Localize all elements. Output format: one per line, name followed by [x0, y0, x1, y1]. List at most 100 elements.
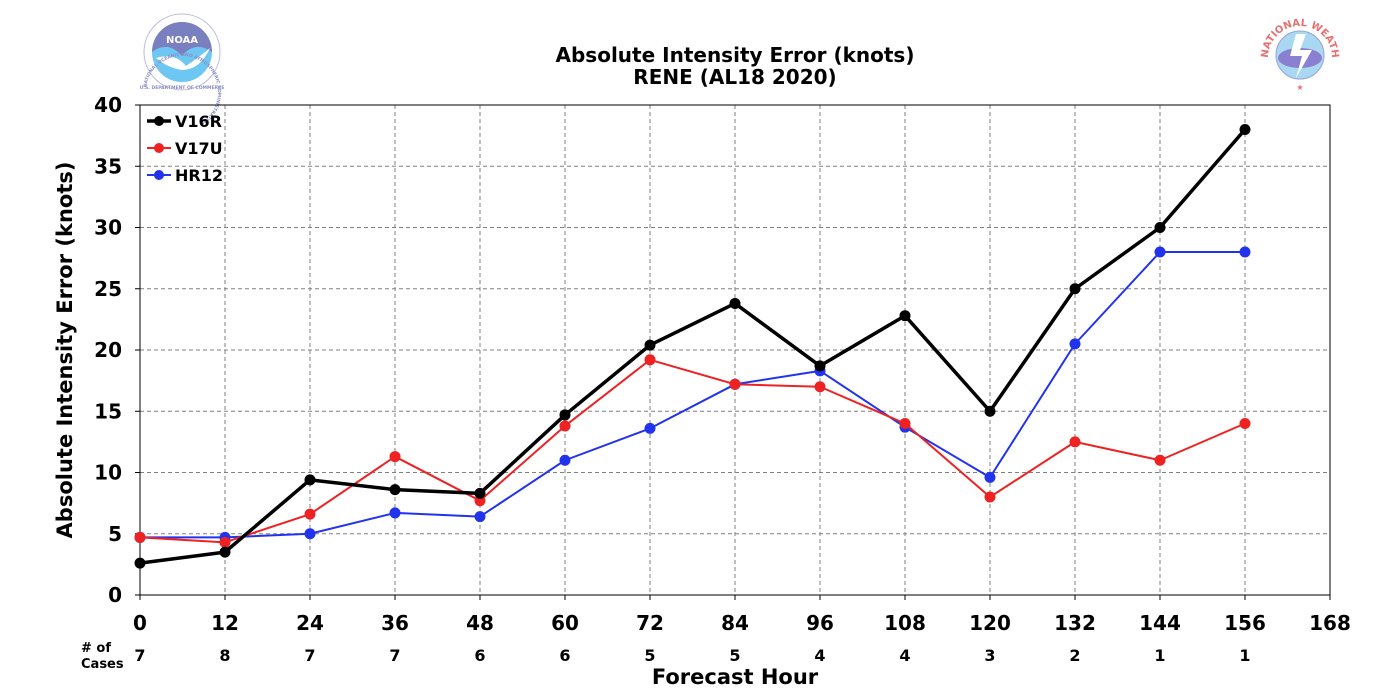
data-point-v16r	[474, 487, 486, 499]
data-point-v17u	[1154, 454, 1166, 466]
data-point-hr12	[1069, 338, 1081, 350]
chart-title: Absolute Intensity Error (knots)	[556, 43, 915, 67]
data-point-hr12	[559, 454, 571, 466]
x-tick-label: 120	[969, 611, 1011, 635]
legend-label: V16R	[175, 112, 222, 131]
series-line-v17u	[139, 358, 1246, 544]
x-tick-label: 12	[211, 611, 239, 635]
data-point-hr12	[389, 507, 401, 519]
data-point-v17u	[1239, 418, 1251, 429]
case-count: 1	[1239, 646, 1250, 665]
legend-item-v16r: V16R	[147, 112, 222, 131]
case-count: 4	[814, 646, 825, 665]
axis-ticks: 0 12 24 36 48 60 72 84 96 108 120 132 144 156 168 0 5 10 1…	[94, 93, 1351, 635]
legend-marker	[154, 170, 164, 180]
x-tick-label: 48	[466, 611, 494, 635]
y-tick-label: 25	[94, 277, 122, 301]
data-point-v17u	[644, 354, 656, 366]
y-tick-label: 30	[94, 216, 122, 240]
legend-label: V17U	[175, 139, 223, 158]
data-point-hr12	[304, 528, 316, 540]
noaa-wordmark: NOAA	[166, 35, 198, 46]
data-point-v17u	[729, 378, 741, 390]
data-point-v16r	[559, 409, 571, 421]
case-count: 3	[984, 646, 995, 665]
x-tick-label: 168	[1309, 611, 1351, 635]
data-point-v16r	[814, 360, 826, 372]
x-tick-label: 36	[381, 611, 409, 635]
series-line-v16r	[139, 128, 1247, 565]
data-point-v17u	[899, 418, 911, 429]
x-tick-label: 60	[551, 611, 579, 635]
y-axis-title: Absolute Intensity Error (knots)	[53, 162, 77, 539]
y-tick-label: 35	[94, 154, 122, 178]
case-count: 7	[134, 646, 145, 665]
y-tick-label: 20	[94, 338, 122, 362]
legend-label: HR12	[175, 166, 223, 185]
noaa-logo: NOAA NATIONAL OCEANIC AND ATMOSPHERIC AD…	[140, 13, 225, 127]
data-point-v16r	[1069, 283, 1081, 295]
y-tick-label: 5	[108, 522, 122, 546]
data-point-hr12	[474, 511, 486, 523]
data-point-v16r	[984, 405, 996, 417]
data-point-v16r	[899, 310, 911, 322]
data-point-v17u	[1069, 436, 1081, 448]
data-point-hr12	[1154, 246, 1166, 258]
y-tick-label: 15	[94, 399, 122, 423]
case-count: 2	[1069, 646, 1080, 665]
cases-label-line1: # of	[81, 641, 111, 656]
data-point-hr12	[644, 422, 656, 434]
data-point-hr12	[984, 471, 996, 483]
case-count: 6	[559, 646, 570, 665]
x-tick-label: 84	[721, 611, 749, 635]
data-point-v16r	[304, 474, 316, 486]
chart-subtitle: RENE (AL18 2020)	[633, 65, 836, 89]
y-tick-label: 0	[108, 583, 122, 607]
case-count: 7	[304, 646, 315, 665]
x-tick-label: 0	[133, 611, 147, 635]
case-count: 5	[644, 646, 655, 665]
data-point-v17u	[559, 420, 571, 432]
case-counts: 7 8 7 7 6 6 5 5 4 4 3 2 1 1	[134, 646, 1250, 665]
series-v16r	[134, 124, 1251, 569]
case-count: 1	[1154, 646, 1165, 665]
data-point-v17u	[389, 451, 401, 463]
data-point-v17u	[814, 381, 826, 393]
nws-star-icon: ★	[1296, 83, 1303, 92]
x-tick-label: 108	[884, 611, 926, 635]
x-tick-label: 132	[1054, 611, 1096, 635]
series-line-hr12	[140, 251, 1245, 539]
legend: V16R V17U HR12	[147, 112, 223, 185]
x-tick-label: 72	[636, 611, 664, 635]
x-tick-label: 144	[1139, 611, 1181, 635]
data-point-v16r	[219, 546, 231, 558]
y-tick-label: 10	[94, 461, 122, 485]
data-point-v17u	[304, 508, 316, 520]
data-point-v16r	[1239, 124, 1251, 135]
data-point-v16r	[729, 297, 741, 309]
legend-item-v17u: V17U	[147, 139, 223, 158]
series-v17u	[134, 354, 1251, 548]
data-point-v16r	[644, 339, 656, 351]
x-tick-label: 96	[806, 611, 834, 635]
x-axis-title: Forecast Hour	[652, 665, 819, 689]
data-point-v17u	[134, 531, 146, 543]
data-point-v16r	[389, 484, 401, 496]
data-point-hr12	[1239, 246, 1251, 258]
series-layer	[134, 124, 1251, 569]
x-tick-label: 156	[1224, 611, 1266, 635]
case-count: 6	[474, 646, 485, 665]
noaa-bottom-text: U.S. DEPARTMENT OF COMMERCE	[140, 85, 225, 91]
case-count: 5	[729, 646, 740, 665]
case-count: 4	[899, 646, 910, 665]
data-point-v16r	[134, 557, 146, 569]
data-point-v17u	[984, 491, 996, 503]
series-hr12	[134, 246, 1251, 543]
cases-label-line2: Cases	[81, 657, 124, 672]
legend-marker	[154, 116, 164, 126]
y-tick-label: 40	[94, 93, 122, 117]
x-tick-label: 24	[296, 611, 324, 635]
legend-item-hr12: HR12	[147, 166, 223, 185]
grid-lines	[140, 105, 1330, 595]
